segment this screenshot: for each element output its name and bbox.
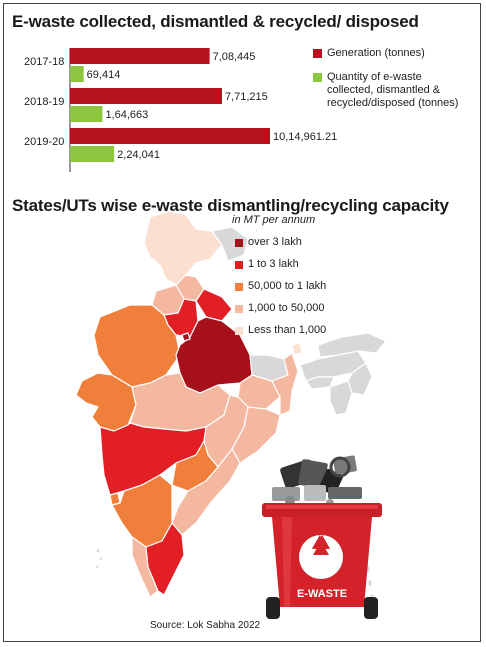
legend-swatch-generation — [313, 49, 322, 58]
state-rajasthan — [93, 304, 181, 388]
state-delhi — [181, 332, 191, 342]
region-aksai-chin — [211, 226, 249, 262]
map-legend-label: 50,000 to 1 lakh — [248, 280, 327, 292]
category-label: 2019-20 — [24, 136, 64, 148]
bar-collected — [70, 66, 84, 82]
map-legend-swatch — [235, 261, 243, 269]
legend-label-generation: Generation (tonnes) — [327, 47, 425, 59]
data-label: 1,64,663 — [105, 109, 148, 121]
map-legend-label: over 3 lakh — [248, 236, 302, 248]
india-map: E-WASTE — [75, 210, 387, 619]
state-karnataka — [111, 474, 173, 548]
state-mizoram-tripura — [329, 380, 353, 416]
map-legend-label: 1 to 3 lakh — [248, 258, 299, 270]
legend-label-collected: Quantity of e-waste collected, dismantle… — [327, 71, 459, 109]
map-title: States/UTs wise e-waste dismantling/recy… — [12, 196, 449, 215]
map-unit-label: in MT per annum — [232, 214, 316, 226]
data-label: 2,24,041 — [117, 149, 160, 161]
data-label: 7,71,215 — [225, 91, 268, 103]
state-sikkim — [291, 342, 303, 356]
data-label: 10,14,961.21 — [273, 131, 337, 143]
category-label: 2017-18 — [24, 56, 64, 68]
bar-generation — [70, 48, 210, 64]
data-label: 69,414 — [87, 69, 121, 81]
map-legend-label: Less than 1,000 — [248, 324, 327, 336]
bar-generation — [70, 88, 222, 104]
map-legend-swatch — [235, 305, 243, 313]
state-arunachal-pradesh — [317, 332, 387, 358]
map-legend-label: 1,000 to 50,000 — [248, 302, 325, 314]
category-label: 2018-19 — [24, 96, 64, 108]
map-legend-swatch — [235, 283, 243, 291]
state-tamil-nadu — [145, 522, 185, 596]
state-andhra-pradesh — [171, 448, 241, 536]
e-waste-bin-illustration: E-WASTE — [262, 455, 382, 619]
data-label: 7,08,445 — [213, 51, 256, 63]
bar-generation — [70, 128, 270, 144]
state-jammu-kashmir-ladakh — [143, 210, 223, 286]
bar-collected — [70, 106, 103, 122]
bin-label: E-WASTE — [297, 588, 347, 600]
source-note: Source: Lok Sabha 2022 — [150, 620, 261, 631]
bar-collected — [70, 146, 115, 162]
map-legend-swatch — [235, 327, 243, 335]
state-meghalaya — [305, 376, 335, 390]
state-uttarakhand — [195, 288, 233, 322]
map-legend-swatch — [235, 239, 243, 247]
state-west-bengal — [271, 352, 299, 416]
legend-swatch-collected — [313, 73, 322, 82]
bar-chart: 2017-18 7,08,445 69,414 2018-19 7,71,215 1,64… — [24, 48, 337, 172]
chart-title: E-waste collected, dismantled & recycled… — [12, 12, 419, 31]
